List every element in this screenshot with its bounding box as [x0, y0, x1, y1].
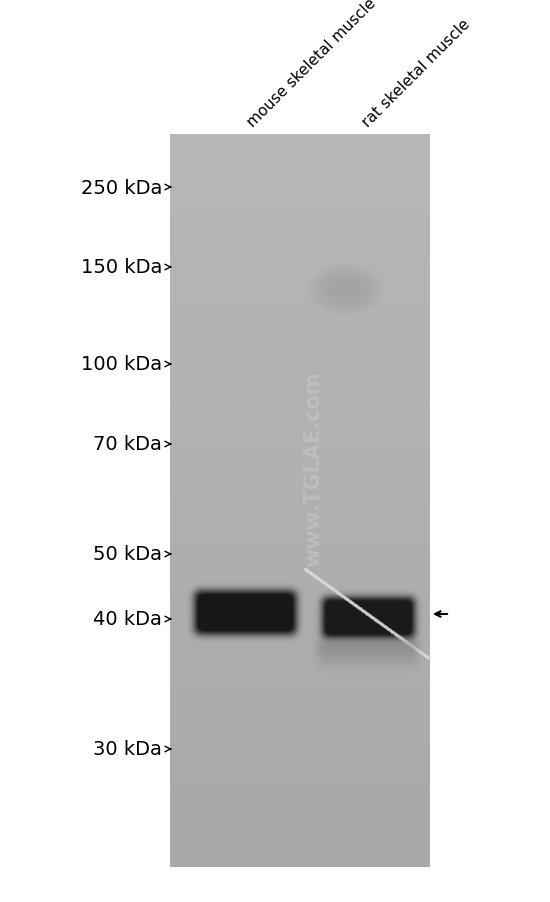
Text: 40 kDa: 40 kDa [93, 610, 162, 629]
Text: 100 kDa: 100 kDa [81, 355, 162, 374]
Text: 250 kDa: 250 kDa [81, 179, 162, 198]
Text: 30 kDa: 30 kDa [93, 740, 162, 759]
Text: 150 kDa: 150 kDa [81, 258, 162, 277]
Text: www.TGLAE.com: www.TGLAE.com [304, 372, 323, 566]
Text: rat skeletal muscle: rat skeletal muscle [359, 16, 473, 130]
Text: mouse skeletal muscle: mouse skeletal muscle [244, 0, 379, 130]
Text: 70 kDa: 70 kDa [93, 435, 162, 454]
Text: 50 kDa: 50 kDa [93, 545, 162, 564]
